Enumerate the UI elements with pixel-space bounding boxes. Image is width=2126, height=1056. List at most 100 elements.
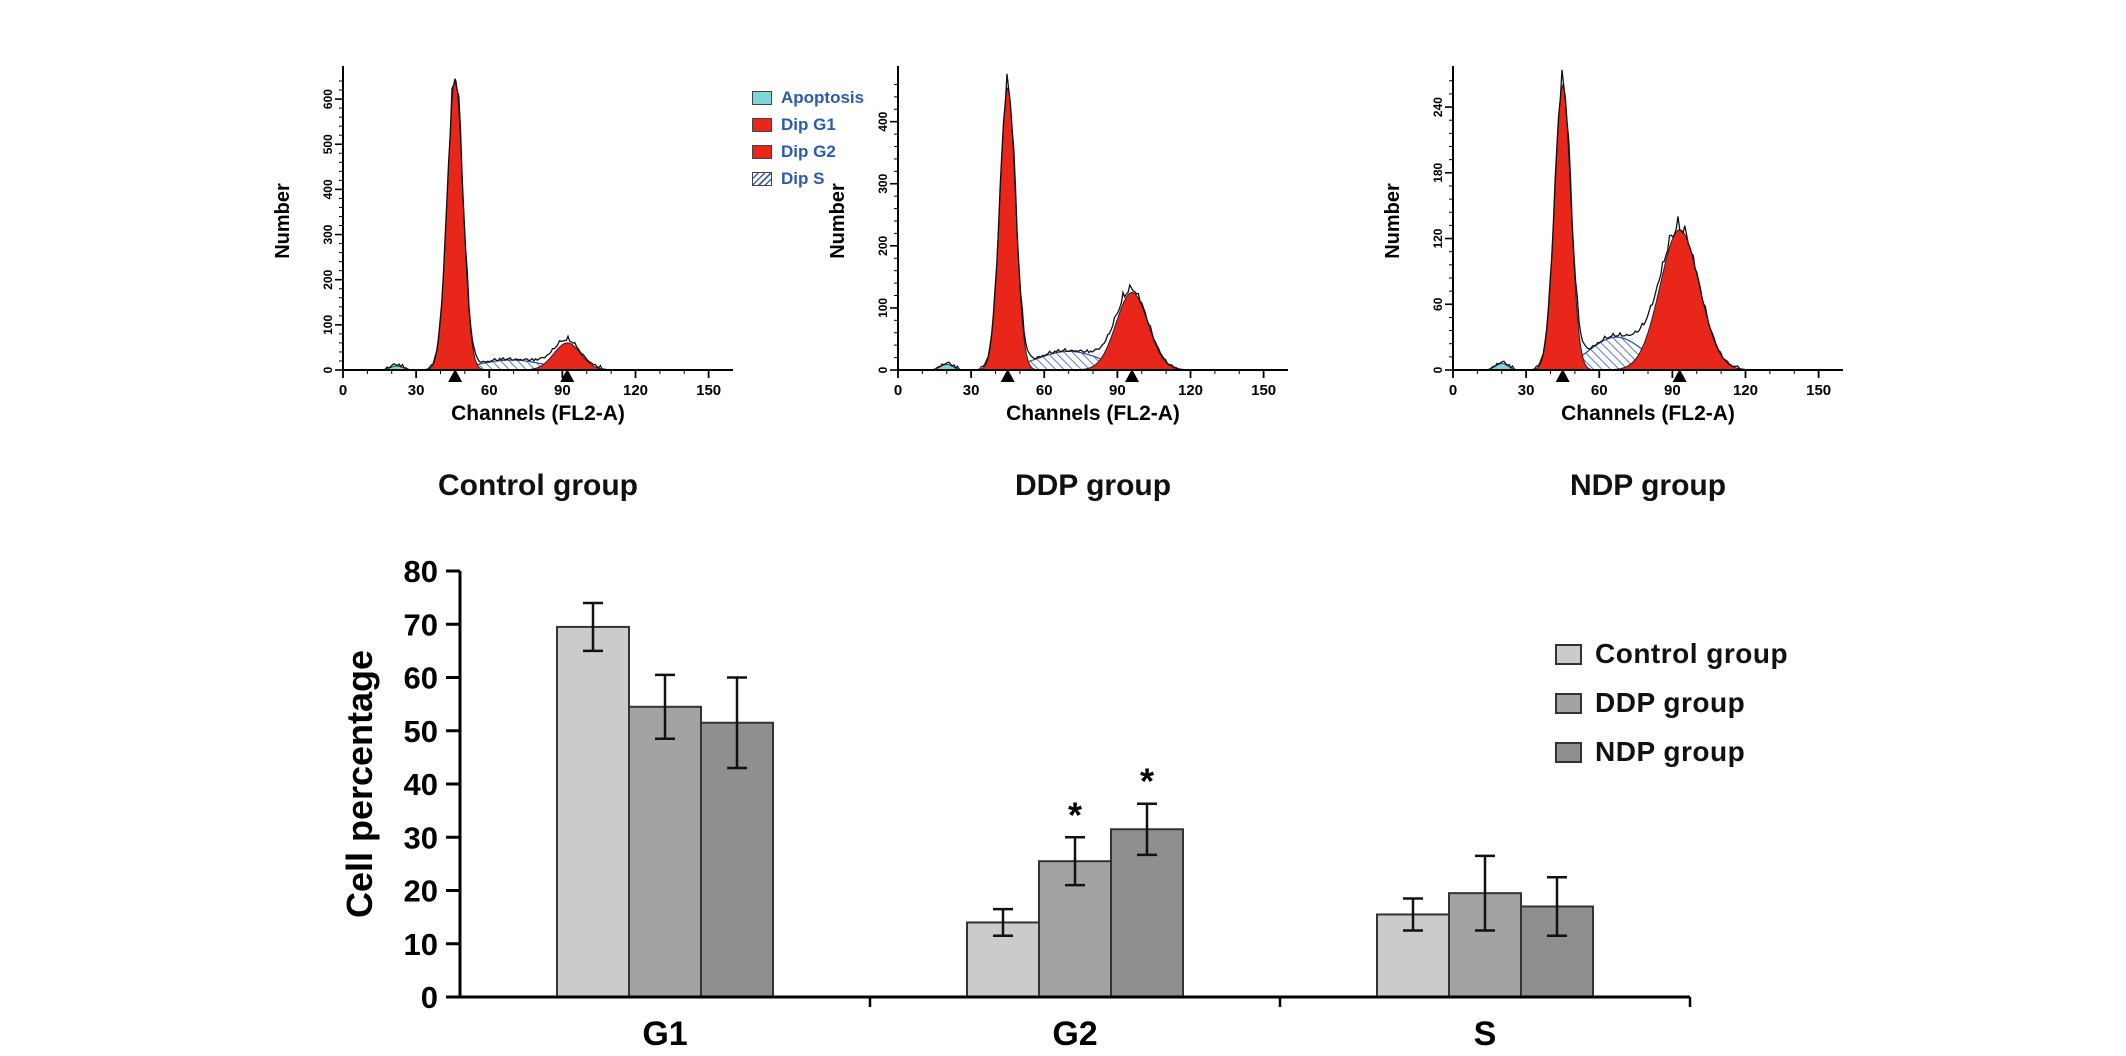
y-tick-label: 300 <box>876 173 890 193</box>
flow-legend-label: Dip G2 <box>781 142 836 161</box>
y-tick-label: 400 <box>876 111 890 131</box>
x-tick-label: 120 <box>623 382 648 399</box>
x-tick-label: 30 <box>1518 382 1535 399</box>
peak-marker-icon <box>1125 369 1139 382</box>
bar-legend-label: DDP group <box>1595 687 1746 718</box>
y-tick-label: 240 <box>1431 97 1445 117</box>
flow-plot-title-ddp: DDP group <box>1014 469 1172 502</box>
y-tick-label: 100 <box>321 315 335 335</box>
x-tick-label: 90 <box>1664 382 1681 399</box>
y-tick-label: 30 <box>404 820 438 855</box>
flow-legend-item: Dip G2 <box>752 142 864 162</box>
y-tick-label: 180 <box>1431 162 1445 182</box>
bar-legend-label: Control group <box>1595 638 1789 669</box>
flow-histogram-ddp: 0 100 200 300 400 0 30 60 90 120 150 Channels (FL2-… <box>827 66 1288 425</box>
series-swatch-icon <box>1555 741 1582 763</box>
bar-chart: G1 * * G2 S 0 10 20 30 40 50 60 70 80 Cell percentage <box>330 545 1890 1056</box>
x-tick-label: 30 <box>963 382 980 399</box>
y-axis-title: Number <box>272 183 294 259</box>
y-tick-label: 120 <box>1431 228 1445 248</box>
y-tick-label: 60 <box>1431 297 1445 311</box>
flow-histogram-control: 0 100 200 300 400 500 600 0 30 60 90 120 150 Channels… <box>272 66 733 425</box>
flow-legend-label: Apoptosis <box>781 88 865 107</box>
y-tick-label: 50 <box>404 714 438 749</box>
bar-chart-legend: Control group DDP group NDP group <box>1555 638 1788 768</box>
red-swatch-icon <box>752 118 772 132</box>
category-label: G2 <box>1052 1015 1097 1053</box>
flow-plot-title-control: Control group <box>438 469 638 502</box>
y-tick-label: 0 <box>1431 366 1445 373</box>
category-label: G1 <box>642 1015 687 1053</box>
x-tick-label: 60 <box>481 382 498 399</box>
significance-marker: * <box>1140 761 1154 802</box>
x-tick-label: 0 <box>894 382 902 399</box>
y-tick-label: 70 <box>404 607 438 642</box>
x-tick-label: 150 <box>696 382 721 399</box>
hatch-swatch-icon <box>752 172 772 186</box>
flow-legend-item: Apoptosis <box>752 88 864 108</box>
y-tick-label: 80 <box>404 554 438 589</box>
x-tick-label: 60 <box>1591 382 1608 399</box>
g2-peak <box>1076 291 1188 371</box>
bar-legend-label: NDP group <box>1595 736 1746 767</box>
bar-legend-item: DDP group <box>1555 687 1788 719</box>
x-tick-label: 120 <box>1733 382 1758 399</box>
g2-peak <box>519 342 615 371</box>
x-axis-title: Channels (FL2-A) <box>451 402 625 425</box>
flow-plot-ddp: 0 100 200 300 400 0 30 60 90 120 150 Channels (FL2-… <box>820 58 1300 503</box>
bar-G1-ddp <box>628 705 702 998</box>
flow-legend-label: Dip G1 <box>781 115 836 134</box>
y-tick-label: 0 <box>321 366 335 373</box>
flow-legend-label: Dip S <box>781 169 825 188</box>
raw-histogram-outline <box>347 77 732 371</box>
flow-plot-title-ndp: NDP group <box>1569 469 1727 502</box>
y-tick-label: 0 <box>421 980 438 1015</box>
flow-plot-control: 0 100 200 300 400 500 600 0 30 60 90 120 150 Channels… <box>265 58 745 503</box>
y-tick-label: 400 <box>321 179 335 199</box>
g1-peak <box>1530 83 1595 371</box>
x-tick-label: 150 <box>1251 382 1276 399</box>
x-tick-label: 120 <box>1178 382 1203 399</box>
bar-G2-ndp <box>1110 828 1184 999</box>
y-tick-label: 600 <box>321 89 335 109</box>
x-tick-label: 0 <box>339 382 347 399</box>
x-tick-label: 90 <box>1109 382 1126 399</box>
x-axis-title: Channels (FL2-A) <box>1561 402 1735 425</box>
bar-legend-item: Control group <box>1555 638 1788 670</box>
x-tick-label: 150 <box>1806 382 1831 399</box>
flow-legend-item: Dip G1 <box>752 115 864 135</box>
y-tick-label: 0 <box>876 366 890 373</box>
y-tick-label: 500 <box>321 134 335 154</box>
y-tick-label: 200 <box>321 269 335 289</box>
y-tick-label: 300 <box>321 224 335 244</box>
series-swatch-icon <box>1555 692 1582 714</box>
flow-histogram-ndp: 0 60 120 180 240 0 30 60 90 120 150 Channels (FL2-A… <box>1382 66 1843 425</box>
y-tick-label: 200 <box>876 236 890 256</box>
x-tick-label: 0 <box>1449 382 1457 399</box>
red-swatch-icon <box>752 145 772 159</box>
cell-percentage-bar-chart: G1 * * G2 S 0 10 20 30 40 50 60 70 80 Cell percentage <box>339 554 1692 1053</box>
peak-marker-icon <box>448 369 463 382</box>
x-axis-title: Channels (FL2-A) <box>1006 402 1180 425</box>
series-swatch-icon <box>1555 643 1582 665</box>
g1-peak <box>976 87 1039 371</box>
bar-legend-item: NDP group <box>1555 736 1788 768</box>
flow-legend-item: Dip S <box>752 169 864 189</box>
significance-marker: * <box>1068 794 1082 835</box>
y-tick-label: 60 <box>404 661 438 696</box>
y-axis-title: Cell percentage <box>339 650 380 918</box>
flow-cytometry-legend: Apoptosis Dip G1 Dip G2 Dip S <box>752 88 864 189</box>
peak-marker-icon <box>560 369 575 382</box>
raw-histogram-outline <box>902 73 1287 371</box>
y-tick-label: 100 <box>876 298 890 318</box>
y-tick-label: 20 <box>404 874 438 909</box>
cyan-swatch-icon <box>752 91 772 105</box>
g1-peak <box>423 78 487 371</box>
peak-marker-icon <box>1672 369 1687 382</box>
x-tick-label: 60 <box>1036 382 1053 399</box>
y-axis-title: Number <box>1382 183 1404 259</box>
x-tick-label: 90 <box>554 382 571 399</box>
category-label: S <box>1474 1015 1497 1053</box>
y-tick-label: 10 <box>404 927 438 962</box>
